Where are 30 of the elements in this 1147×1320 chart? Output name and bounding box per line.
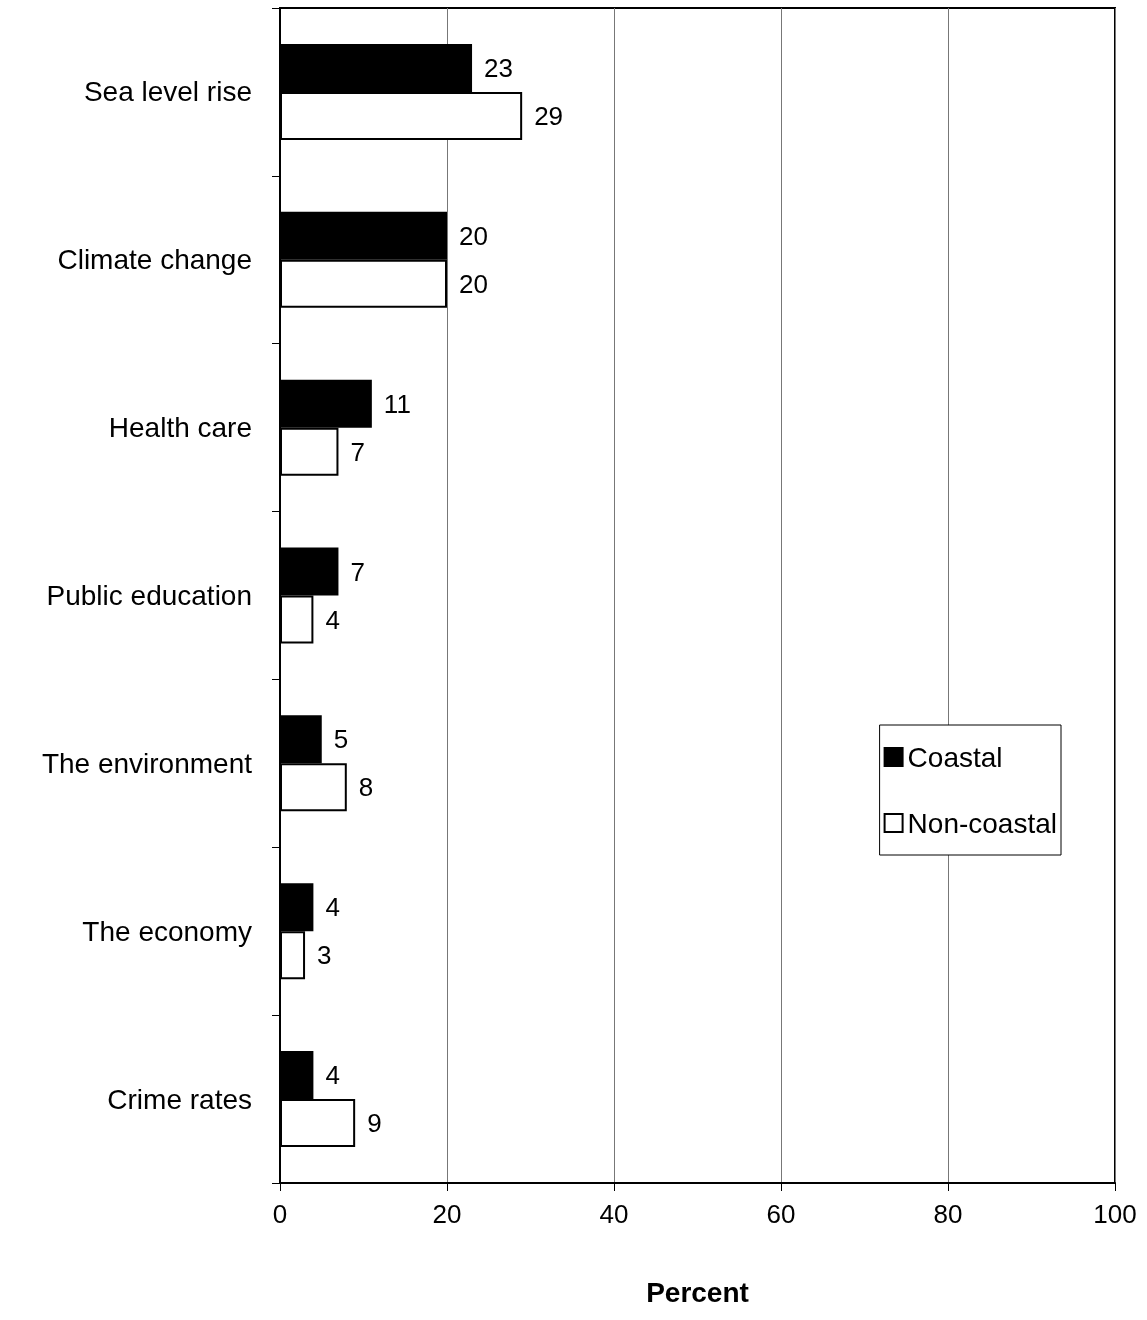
data-label: 3 (317, 940, 332, 971)
y-tick-label: Crime rates (107, 1083, 252, 1115)
y-tick-label: Sea level rise (83, 76, 252, 108)
y-tick-label: Public education (46, 580, 252, 611)
data-label: 5 (333, 724, 349, 755)
legend-label: Coastal (907, 741, 1003, 773)
data-label: 11 (383, 388, 411, 419)
x-tick-label: 60 (766, 1199, 796, 1229)
data-label: 4 (325, 604, 340, 635)
data-label: 8 (358, 772, 374, 803)
data-label: 9 (367, 1108, 382, 1139)
data-label: 29 (534, 100, 564, 131)
x-tick-label: 100 (1093, 1199, 1137, 1229)
data-label: 7 (350, 556, 365, 587)
data-label: 4 (325, 1060, 340, 1091)
data-label: 23 (484, 52, 513, 83)
data-label: 20 (459, 220, 488, 251)
y-tick-label: Climate change (57, 244, 252, 276)
y-tick-label: The environment (41, 747, 253, 779)
x-axis-title: Percent (646, 1276, 749, 1308)
y-tick-label: The economy (82, 915, 252, 947)
x-tick-label: 0 (272, 1199, 288, 1229)
x-tick-label: 80 (933, 1199, 963, 1229)
legend-label: Non-coastal (907, 807, 1057, 839)
data-label: 20 (459, 268, 488, 299)
x-tick-label: 40 (599, 1199, 629, 1229)
data-label: 7 (350, 436, 365, 467)
data-label: 4 (325, 892, 340, 923)
x-tick-label: 20 (432, 1199, 462, 1229)
y-tick-label: Health care (108, 412, 252, 444)
